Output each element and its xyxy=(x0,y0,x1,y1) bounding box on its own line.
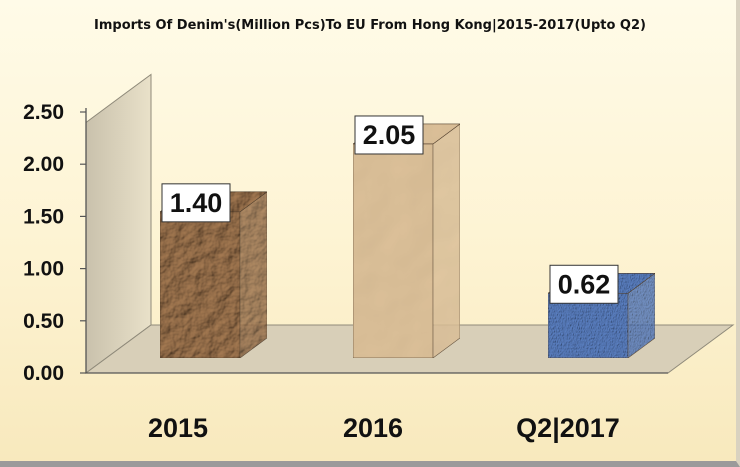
data-label-box xyxy=(161,183,231,223)
bar-front xyxy=(352,143,434,359)
y-tick-label: 0.50 xyxy=(23,310,64,333)
y-tick-label: 2.50 xyxy=(23,101,64,124)
y-tick-label: 0.00 xyxy=(23,362,64,385)
bar-side xyxy=(239,191,268,359)
bar-1 xyxy=(159,191,268,359)
data-label: 2.05 xyxy=(354,115,424,155)
data-label-box xyxy=(354,115,424,155)
chart-title: Imports Of Denim's(Million Pcs)To EU Fro… xyxy=(94,18,646,33)
data-label: 1.40 xyxy=(161,183,231,223)
bar-2 xyxy=(352,123,461,359)
data-label-value: 0.62 xyxy=(558,269,611,299)
x-category-label: Q2|2017 xyxy=(516,413,620,443)
data-label: 0.62 xyxy=(549,264,619,304)
y-tick-label: 1.50 xyxy=(23,205,64,228)
bar-side xyxy=(432,123,461,359)
data-label-box xyxy=(549,264,619,304)
data-label-value: 1.40 xyxy=(170,188,223,218)
bar-front xyxy=(159,211,241,359)
x-category-label: 2015 xyxy=(148,413,208,443)
x-category-label: 2016 xyxy=(343,413,403,443)
bar-front xyxy=(547,292,629,359)
back-wall xyxy=(85,73,152,374)
data-label-value: 2.05 xyxy=(363,120,416,150)
y-tick-label: 1.00 xyxy=(23,258,64,281)
y-tick-label: 2.00 xyxy=(23,153,64,176)
